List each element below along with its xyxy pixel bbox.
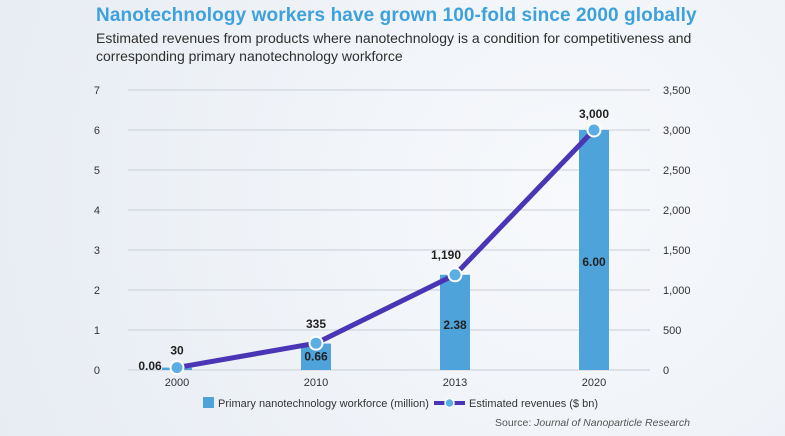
source-prefix: Source: xyxy=(495,417,535,429)
y-left-tick-label: 0 xyxy=(94,365,100,377)
workforce-bar xyxy=(579,130,609,370)
data-labels: 0.06 0.66 2.38 6.00 30 335 1,190 3,000 xyxy=(138,107,609,373)
y-left-tick-label: 2 xyxy=(94,285,100,297)
revenue-value-label: 3,000 xyxy=(579,107,609,121)
gridlines xyxy=(128,89,650,371)
y-right-tick-label: 2,000 xyxy=(663,205,691,217)
y-right-tick-label: 0 xyxy=(663,365,669,377)
y-right-tick-label: 3,000 xyxy=(663,125,691,137)
revenue-point xyxy=(586,122,602,138)
y-right-tick-label: 1,000 xyxy=(663,285,691,297)
revenue-point xyxy=(308,335,324,351)
revenue-point xyxy=(447,267,463,283)
legend-swatch-workforce xyxy=(203,397,214,408)
revenue-point xyxy=(169,360,185,376)
revenue-line xyxy=(174,127,597,371)
workforce-bars xyxy=(162,130,609,370)
legend: Primary nanotechnology workforce (millio… xyxy=(203,397,598,410)
y-right-tick-label: 2,500 xyxy=(663,165,691,177)
revenue-line-layer xyxy=(169,122,602,376)
legend-marker-revenue xyxy=(444,397,455,409)
y-left-tick-label: 7 xyxy=(94,85,100,97)
workforce-value-label: 2.38 xyxy=(443,318,467,332)
revenue-value-label: 30 xyxy=(170,344,184,358)
workforce-bar xyxy=(440,274,470,370)
revenue-value-label: 335 xyxy=(306,317,326,331)
workforce-value-label: 0.06 xyxy=(138,359,162,373)
y-left-tick-label: 5 xyxy=(94,165,100,177)
legend-label-revenue: Estimated revenues ($ bn) xyxy=(469,398,598,410)
workforce-value-label: 6.00 xyxy=(582,255,606,269)
source-note: Source: Journal of Nanoparticle Research xyxy=(495,417,690,429)
y-right-tick-label: 1,500 xyxy=(663,245,691,257)
source-journal: Journal of Nanoparticle Research xyxy=(534,417,690,429)
revenue-value-label: 1,190 xyxy=(431,248,461,262)
y-left-tick-label: 3 xyxy=(94,245,100,257)
x-tick-label: 2000 xyxy=(165,377,189,389)
axes: 0 0 1 500 2 1,000 3 1,500 4 2,000 5 2,500 6 3,000 7 3,5… xyxy=(94,85,691,389)
y-right-tick-label: 3,500 xyxy=(663,85,691,97)
x-tick-label: 2010 xyxy=(304,377,328,389)
y-left-tick-label: 6 xyxy=(94,125,100,137)
y-right-tick-label: 500 xyxy=(663,325,681,337)
legend-label-workforce: Primary nanotechnology workforce (millio… xyxy=(218,398,429,410)
y-left-tick-label: 4 xyxy=(94,205,100,217)
x-tick-label: 2020 xyxy=(582,377,606,389)
chart-subtitle: Estimated revenues from products where n… xyxy=(96,30,692,64)
x-tick-label: 2013 xyxy=(443,377,467,389)
chart-title: Nanotechnology workers have grown 100-fo… xyxy=(96,5,697,26)
y-left-tick-label: 1 xyxy=(94,325,100,337)
workforce-value-label: 0.66 xyxy=(304,350,328,364)
